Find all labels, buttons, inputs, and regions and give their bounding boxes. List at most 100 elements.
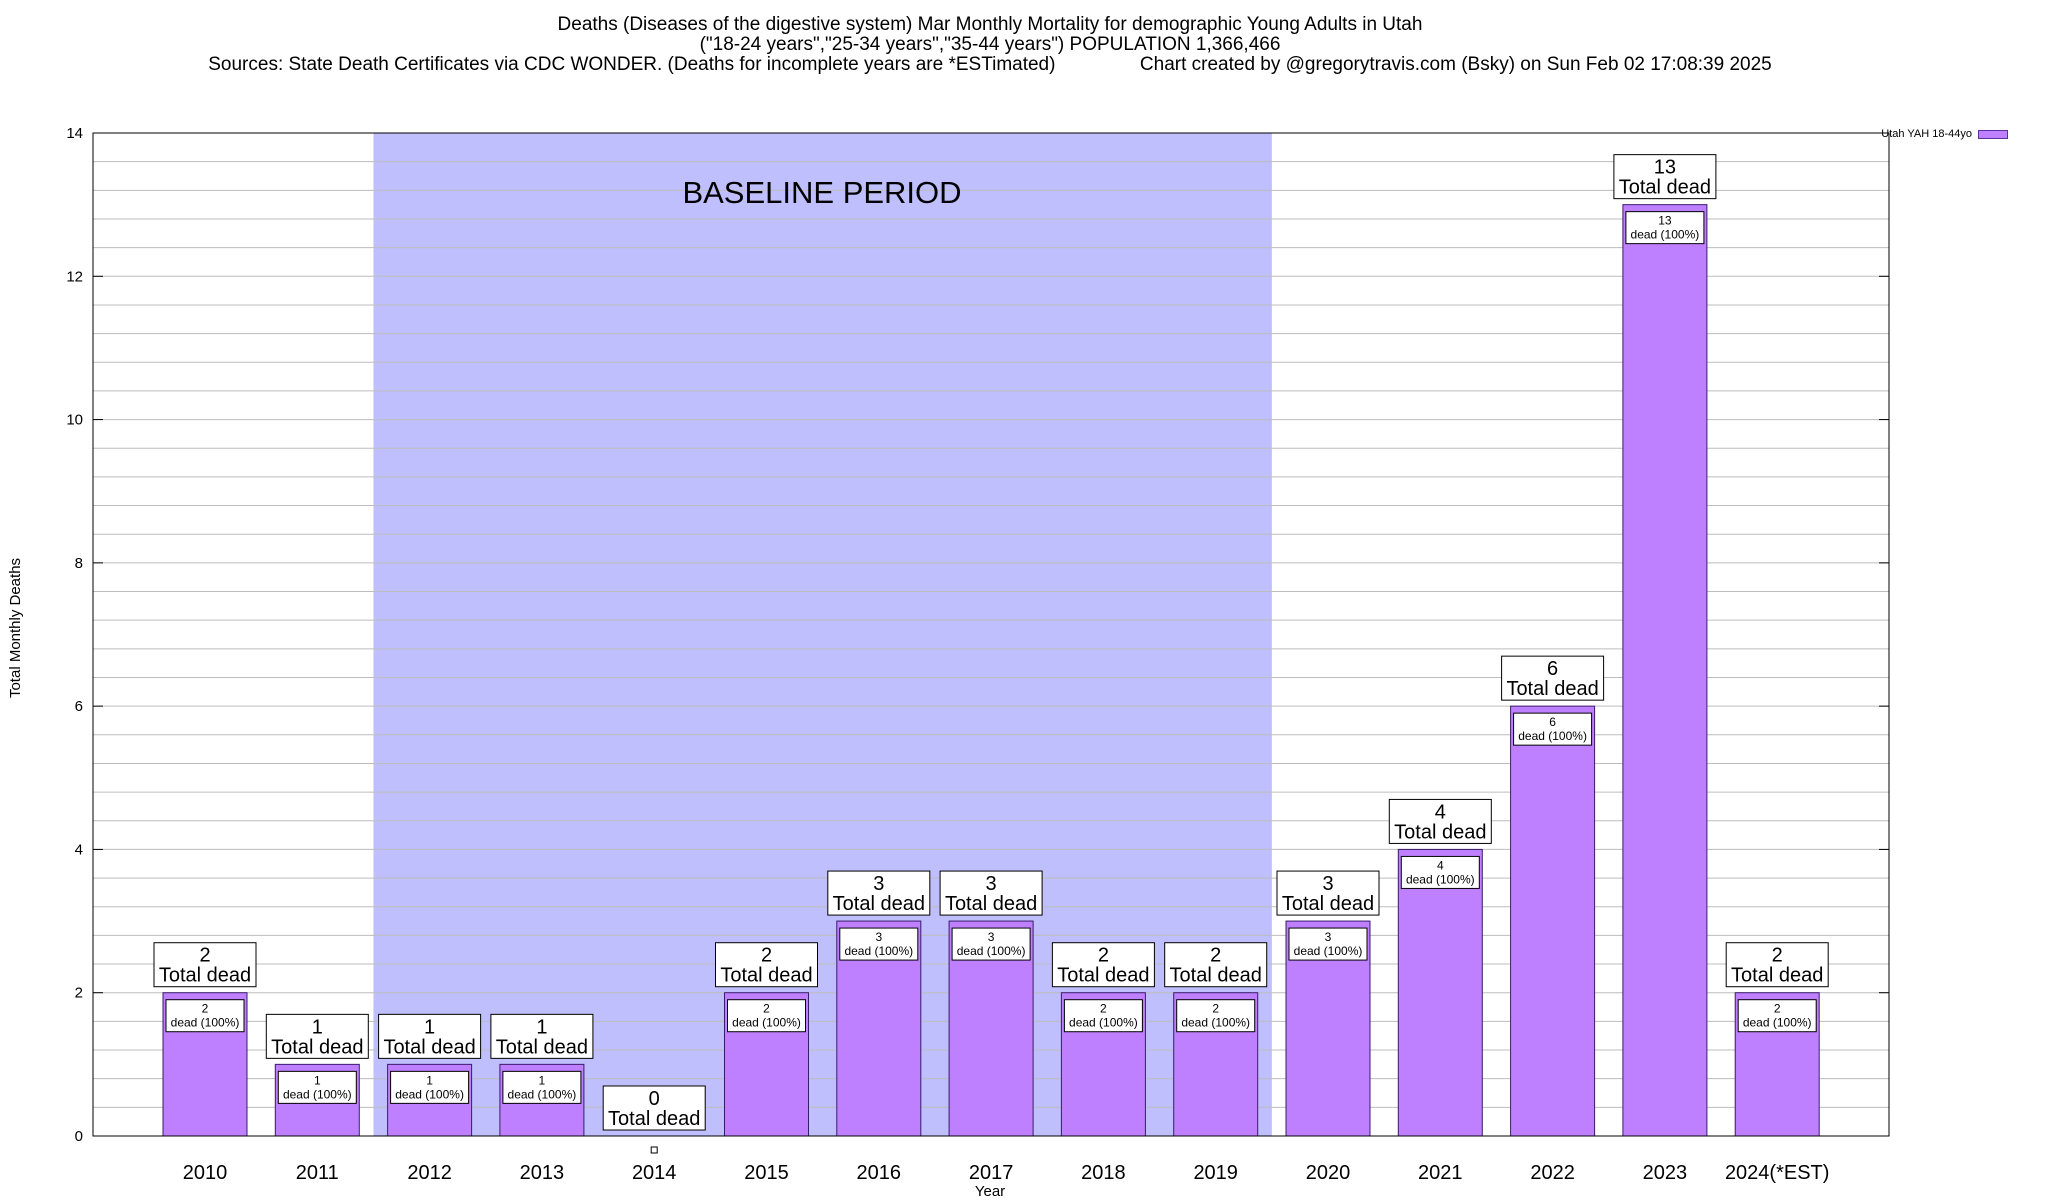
bar-inner-value: 3 xyxy=(988,930,995,944)
x-tick-label: 2015 xyxy=(744,1162,789,1184)
bar-inner-label-box xyxy=(390,1070,470,1104)
bar-total-label: Total dead xyxy=(383,1036,475,1058)
y-tick-label: 0 xyxy=(75,1128,83,1145)
bar-total-label: Total dead xyxy=(496,1036,588,1058)
bar xyxy=(1622,204,1708,1137)
bar-total-label: Total dead xyxy=(1057,965,1149,987)
bar-total-label: Total dead xyxy=(1506,678,1598,700)
bar-inner-value: 2 xyxy=(202,1002,209,1016)
bar-inner-label: dead (100%) xyxy=(283,1087,352,1101)
total-label-box xyxy=(490,1013,594,1059)
total-label-box xyxy=(153,942,257,988)
x-tick-label: 2018 xyxy=(1081,1162,1126,1184)
bar-value-label: 4 xyxy=(1435,801,1446,823)
bar-inner-label-box xyxy=(165,999,245,1033)
total-label-box xyxy=(1276,870,1380,916)
bar-inner-label: dead (100%) xyxy=(1181,1016,1250,1030)
bar-inner-label-box xyxy=(1400,855,1480,889)
bar-total-label: Total dead xyxy=(159,965,251,987)
bar-value-label: 0 xyxy=(649,1088,660,1110)
bar-total-label: Total dead xyxy=(833,893,925,915)
total-label-box xyxy=(1501,655,1605,701)
legend-swatch xyxy=(1978,129,2008,139)
bar-value-label: 1 xyxy=(312,1016,323,1038)
bar-inner-label-box xyxy=(727,999,806,1033)
chart-subtitle: ("18-24 years","25-34 years","35-44 year… xyxy=(699,34,1281,55)
x-tick-label: 2012 xyxy=(407,1162,452,1184)
bar-total-label: Total dead xyxy=(1170,965,1262,987)
x-tick-label: 2016 xyxy=(857,1162,902,1184)
bar-inner-value: 13 xyxy=(1658,214,1672,228)
chart-source-line: Sources: State Death Certificates via CD… xyxy=(208,54,1772,75)
bar-inner-label: dead (100%) xyxy=(1631,228,1700,242)
bar-total-label: Total dead xyxy=(271,1036,363,1058)
y-tick-label: 10 xyxy=(66,412,83,429)
total-label-box xyxy=(939,870,1043,916)
bar xyxy=(1510,705,1596,1137)
bar-inner-value: 2 xyxy=(1212,1002,1219,1016)
bar-inner-value: 4 xyxy=(1437,858,1444,872)
total-label-box xyxy=(827,870,931,916)
bar-inner-label: dead (100%) xyxy=(1069,1016,1138,1030)
x-tick-label: 2010 xyxy=(183,1162,228,1184)
bar-inner-value: 3 xyxy=(875,930,882,944)
bar-total-label: Total dead xyxy=(945,893,1037,915)
chart-title: Deaths (Diseases of the digestive system… xyxy=(557,14,1423,35)
bar-value-label: 2 xyxy=(1210,945,1221,967)
bar-inner-label-box xyxy=(1737,999,1817,1033)
x-tick-label: 2014 xyxy=(632,1162,677,1184)
bar-inner-label-box xyxy=(1513,712,1593,746)
bar-inner-value: 3 xyxy=(1325,930,1332,944)
bar-inner-label: dead (100%) xyxy=(1743,1016,1812,1030)
y-tick-label: 2 xyxy=(75,985,83,1002)
bar-value-label: 3 xyxy=(1322,873,1333,895)
y-tick-label: 14 xyxy=(66,125,83,142)
baseline-period-label: BASELINE PERIOD xyxy=(682,175,961,210)
total-label-box xyxy=(715,942,818,988)
bar-inner-value: 1 xyxy=(426,1073,433,1087)
bar xyxy=(1397,848,1483,1137)
x-tick-label: 2023 xyxy=(1643,1162,1688,1184)
bar-inner-value: 1 xyxy=(314,1073,321,1087)
bar-value-label: 1 xyxy=(424,1016,435,1038)
total-label-box xyxy=(1725,942,1829,988)
bar-inner-label-box xyxy=(1176,999,1256,1033)
bar-total-label: Total dead xyxy=(1394,821,1486,843)
bar-inner-label-box xyxy=(277,1070,357,1104)
bar-value-label: 3 xyxy=(986,873,997,895)
x-tick-label: 2019 xyxy=(1193,1162,1238,1184)
bar-inner-label: dead (100%) xyxy=(1294,944,1363,958)
bar-inner-value: 6 xyxy=(1549,715,1556,729)
total-label-box xyxy=(1613,154,1717,200)
bar-inner-label: dead (100%) xyxy=(844,944,913,958)
bar-inner-label: dead (100%) xyxy=(1406,872,1475,886)
x-tick-label: 2013 xyxy=(520,1162,565,1184)
bar-inner-label-box xyxy=(1625,211,1705,245)
bar-inner-value: 2 xyxy=(1100,1002,1107,1016)
total-label-box xyxy=(378,1013,482,1059)
zero-marker xyxy=(650,1146,658,1154)
bar-inner-value: 2 xyxy=(1774,1002,1781,1016)
bar-inner-label: dead (100%) xyxy=(171,1016,240,1030)
y-axis-label: Total Monthly Deaths xyxy=(7,558,24,698)
bar-value-label: 1 xyxy=(536,1016,547,1038)
y-tick-label: 8 xyxy=(75,555,83,572)
bar-inner-label: dead (100%) xyxy=(1518,729,1587,743)
bar-value-label: 2 xyxy=(1098,945,1109,967)
bar-total-label: Total dead xyxy=(1282,893,1374,915)
bar-inner-value: 2 xyxy=(763,1002,770,1016)
x-tick-label: 2011 xyxy=(296,1162,339,1184)
